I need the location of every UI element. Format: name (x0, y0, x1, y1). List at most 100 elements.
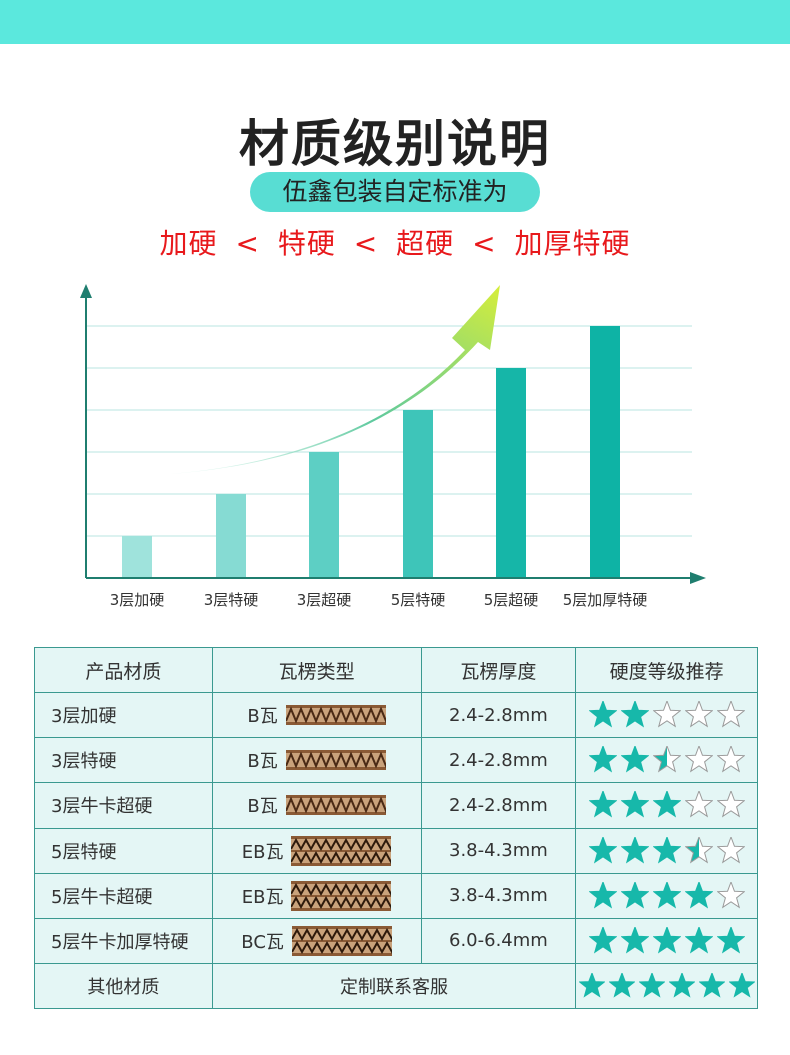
table-row: 3层牛卡超硬 B瓦 2.4-2.8mm (34, 782, 758, 829)
stars-cell (575, 692, 758, 739)
corrugated-board-icon (285, 750, 386, 771)
star-icon (619, 790, 650, 818)
flute-label: B瓦 (247, 796, 278, 818)
thickness-cell: 3.8-4.3mm (420, 827, 577, 874)
bar-2 (216, 494, 246, 578)
star-icon (727, 971, 756, 998)
standard-pill: 伍鑫包装自定标准为 (250, 172, 540, 212)
star-icon (697, 971, 726, 998)
star-icon (715, 835, 746, 864)
star-icon (587, 699, 618, 728)
rank-4: 加厚特硬 (514, 227, 631, 260)
rank-sep-1: < (235, 227, 260, 260)
stars-cell (575, 737, 758, 784)
table-row: 5层牛卡加厚特硬 BC瓦 6.0-6.4mm (34, 917, 758, 964)
thickness-cell: 2.4-2.8mm (420, 782, 577, 829)
table-row-other: 其他材质 定制联系客服 (34, 962, 758, 1010)
thickness-cell: 6.0-6.4mm (420, 917, 577, 964)
stars-cell (575, 782, 758, 829)
bar-1 (122, 536, 152, 578)
flute-cell: EB瓦 (211, 872, 422, 919)
corrugated-board-icon (285, 795, 386, 816)
table-row: 3层加硬 B瓦 2.4-2.8mm (34, 692, 758, 739)
star-icon (651, 925, 682, 954)
hardness-ranking: 加硬 < 特硬 < 超硬 < 加厚特硬 (0, 222, 790, 262)
rank-2: 特硬 (277, 227, 336, 260)
star-icon (715, 925, 746, 954)
star-icon (619, 699, 650, 728)
material-cell: 5层牛卡超硬 (34, 872, 213, 919)
star-icon (651, 880, 682, 909)
star-icon (587, 790, 618, 818)
other-material: 其他材质 (34, 962, 213, 1010)
star-icon (619, 925, 650, 954)
header-flute: 瓦楞类型 (211, 646, 422, 694)
star-icon (587, 925, 618, 954)
star-icon (683, 699, 714, 728)
header-material: 产品材质 (34, 646, 213, 694)
star-icon (577, 971, 606, 998)
stars-cell (575, 827, 758, 874)
material-cell: 3层特硬 (34, 737, 213, 784)
star-icon (651, 790, 682, 818)
flute-label: EB瓦 (241, 886, 284, 908)
material-cell: 5层牛卡加厚特硬 (34, 917, 213, 964)
table-row: 5层牛卡超硬 EB瓦 3.8-4.3mm (34, 872, 758, 919)
table-row: 5层特硬 EB瓦 3.8-4.3mm (34, 827, 758, 874)
star-icon (715, 790, 746, 818)
star-icon (683, 925, 714, 954)
material-table: 产品材质 瓦楞类型 瓦楞厚度 硬度等级推荐 3层加硬 B瓦 2.4-2.8mm 3层特… (34, 646, 758, 1010)
bar-5 (496, 368, 526, 578)
flute-label: BC瓦 (241, 931, 284, 953)
stars-cell (575, 872, 758, 919)
table-header-row: 产品材质 瓦楞类型 瓦楞厚度 硬度等级推荐 (34, 646, 758, 694)
trend-arrow (170, 285, 500, 474)
x-tick-label: 5层超硬 (484, 591, 539, 609)
flute-cell: B瓦 (211, 692, 422, 739)
stars-cell (575, 917, 758, 964)
header-rating: 硬度等级推荐 (575, 646, 758, 694)
material-cell: 3层牛卡超硬 (34, 782, 213, 829)
star-icon (667, 971, 696, 998)
thickness-cell: 3.8-4.3mm (420, 872, 577, 919)
material-cell: 3层加硬 (34, 692, 213, 739)
rank-sep-2: < (353, 227, 379, 260)
bar-6 (590, 326, 620, 578)
star-icon (651, 835, 682, 864)
corrugated-board-icon (285, 705, 386, 726)
star-icon (587, 880, 618, 909)
star-icon (587, 744, 618, 773)
star-icon (715, 699, 746, 728)
flute-label: EB瓦 (241, 841, 284, 863)
other-note: 定制联系客服 (211, 962, 577, 1010)
hardness-bar-chart: 3层加硬 3层特硬 3层超硬 5层特硬 5层超硬 5层加厚特硬 (80, 284, 706, 609)
x-axis-arrow (690, 572, 706, 584)
bar-4 (403, 410, 433, 578)
rank-3: 超硬 (396, 227, 455, 260)
star-icon (683, 744, 714, 773)
table-row: 3层特硬 B瓦 2.4-2.8mm (34, 737, 758, 784)
star-icon (683, 880, 714, 909)
flute-cell: B瓦 (211, 782, 422, 829)
x-tick-label: 5层加厚特硬 (563, 591, 648, 609)
x-tick-label: 3层超硬 (297, 591, 352, 609)
star-icon (587, 835, 618, 864)
x-tick-label: 3层加硬 (110, 591, 165, 609)
flute-label: B瓦 (247, 706, 278, 728)
star-icon (651, 699, 682, 728)
star-icon (619, 744, 650, 773)
star-icon (715, 744, 746, 773)
star-icon (619, 835, 650, 864)
flute-cell: EB瓦 (211, 827, 422, 874)
flute-cell: BC瓦 (211, 917, 422, 964)
star-icon (619, 880, 650, 909)
corrugated-board-icon (291, 925, 392, 956)
flute-cell: B瓦 (211, 737, 422, 784)
star-icon (651, 744, 682, 773)
corrugated-board-icon (291, 835, 392, 866)
thickness-cell: 2.4-2.8mm (420, 692, 577, 739)
thickness-cell: 2.4-2.8mm (420, 737, 577, 784)
bar-3 (309, 452, 339, 578)
star-icon (683, 790, 714, 818)
flute-label: B瓦 (247, 751, 278, 773)
